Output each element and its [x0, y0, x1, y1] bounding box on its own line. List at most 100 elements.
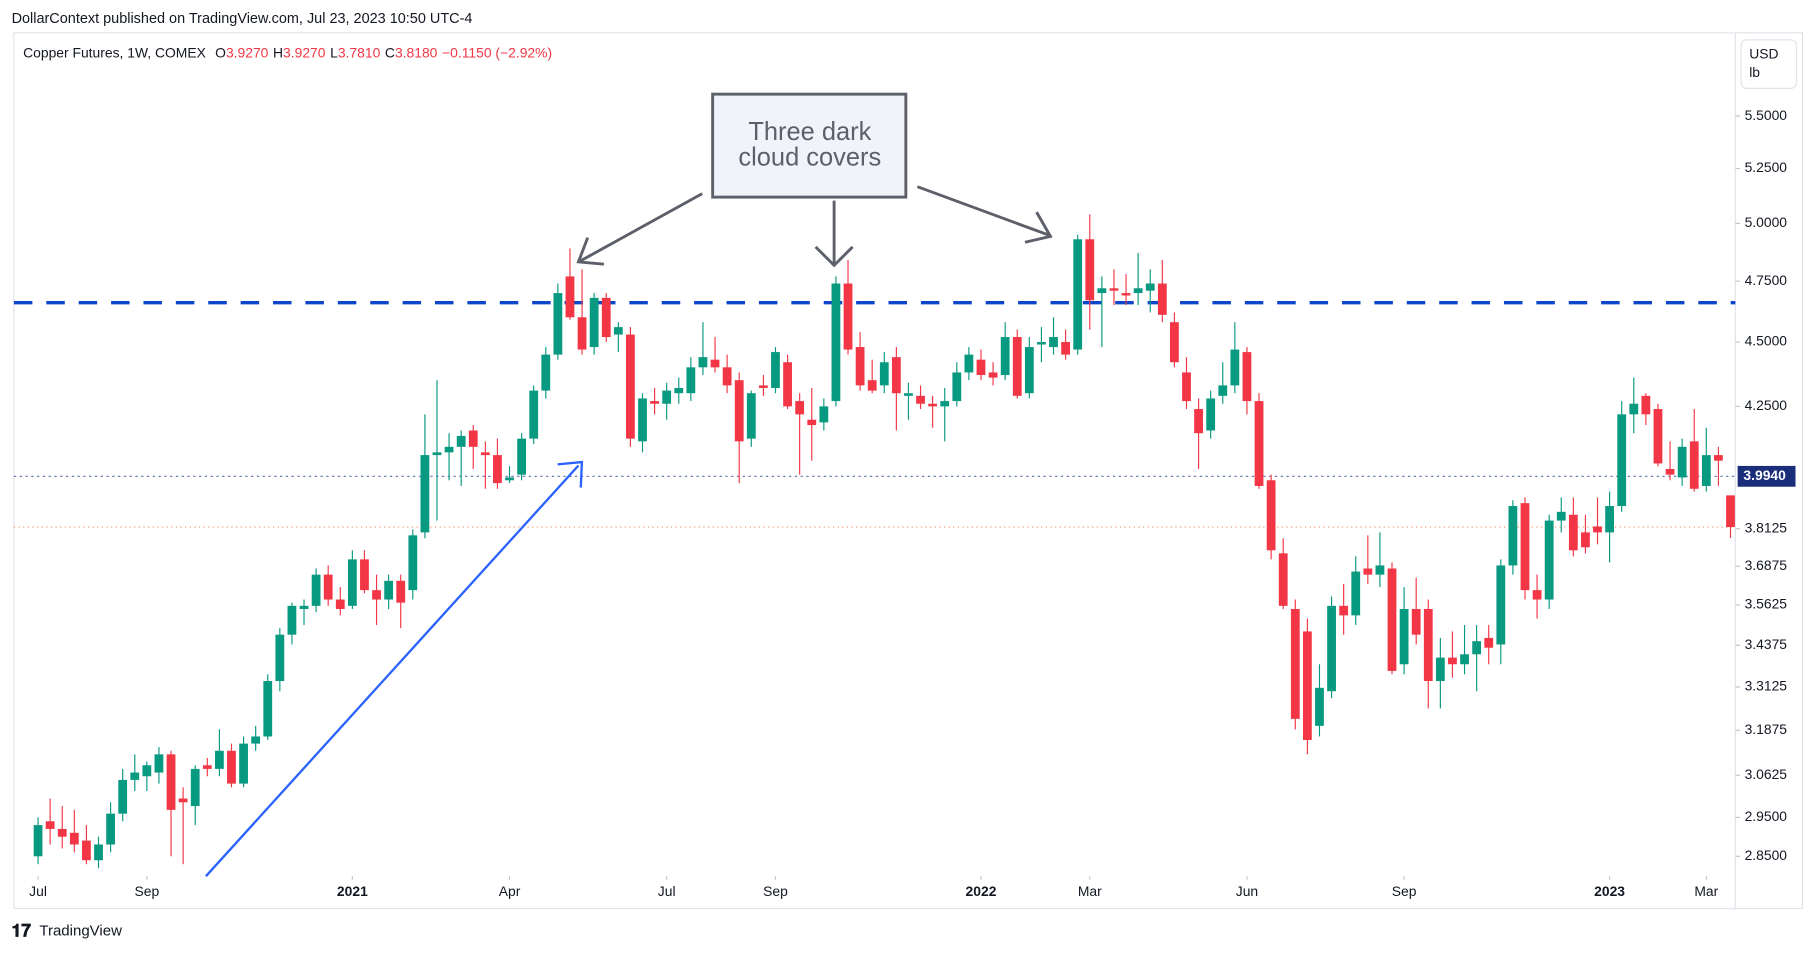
y-tick-label: 3.0625 — [1745, 766, 1788, 782]
candle-body — [1460, 654, 1469, 665]
candle-body — [855, 347, 865, 386]
price-tag-label: 3.9940 — [1743, 467, 1786, 483]
candle-body — [456, 435, 466, 447]
y-tick-label: 5.5000 — [1745, 107, 1788, 123]
candle-body — [1520, 503, 1530, 591]
symbol-legend: Copper Futures, 1W, COMEX O3.9270 H3.9270 L… — [23, 44, 552, 60]
candle-body — [1496, 565, 1506, 645]
x-tick-label: Mar — [1078, 883, 1102, 899]
candle-body — [45, 821, 55, 829]
candle-body — [33, 825, 43, 857]
candle-body — [831, 283, 841, 402]
candle-body — [1073, 239, 1083, 350]
candle-body — [1605, 506, 1615, 533]
x-tick-label: Jul — [658, 883, 676, 899]
candle-body — [493, 455, 502, 484]
candle-body — [1701, 455, 1711, 486]
candle-body — [130, 772, 140, 780]
candle-body — [1327, 605, 1336, 692]
candle-body — [1508, 506, 1518, 566]
x-tick-label: 2023 — [1594, 883, 1625, 899]
ohlc-value: 3.9270 — [283, 44, 326, 60]
candle-body — [1339, 605, 1349, 616]
candle-body — [1532, 590, 1542, 600]
candle-body — [227, 750, 236, 784]
candle-body — [1278, 553, 1288, 606]
candle-body — [1423, 609, 1433, 682]
x-tick-label: Jul — [29, 883, 47, 899]
candle-body — [1290, 609, 1300, 719]
currency: USD — [1749, 45, 1778, 61]
x-tick-label: 2021 — [337, 883, 368, 899]
annotation-arrows — [576, 185, 1053, 268]
candle-body — [1387, 568, 1397, 671]
candle-body — [976, 359, 986, 376]
x-tick-label: Mar — [1694, 883, 1718, 899]
candle-body — [408, 535, 418, 591]
ohlc-value: 3.7810 — [338, 44, 381, 60]
candle-body — [1302, 631, 1312, 741]
candle-body — [190, 768, 200, 807]
candle-body — [541, 354, 551, 391]
candle-body — [686, 367, 696, 394]
x-tick-label: Apr — [499, 883, 521, 899]
candle-body — [311, 574, 321, 606]
candle-body — [1194, 409, 1203, 434]
candle-body — [1399, 609, 1409, 665]
candle-body — [819, 406, 829, 423]
annotation-text: Three dark — [748, 118, 871, 146]
candle-body — [734, 380, 744, 442]
candle-body — [783, 362, 792, 407]
candle-body — [1012, 337, 1022, 396]
annotation-text: cloud covers — [738, 144, 881, 172]
candle-body — [1714, 455, 1723, 461]
trend-arrow — [205, 464, 580, 877]
candle-body — [928, 403, 938, 407]
candle-body — [275, 634, 285, 682]
candle-body — [263, 681, 273, 737]
candle-body — [106, 813, 115, 845]
candle-body — [1315, 687, 1324, 726]
candle-body — [335, 599, 345, 610]
x-tick-label: Sep — [763, 883, 788, 899]
candle-body — [57, 828, 67, 837]
ohlc-key: O — [215, 44, 226, 60]
candle-body — [1653, 409, 1663, 464]
currency-box[interactable] — [1740, 39, 1798, 89]
candle-body — [1411, 609, 1421, 635]
tv-logo: 𝟏𝟕 — [12, 920, 32, 940]
trend-arrow-head — [557, 460, 584, 488]
footer: TradingView — [39, 923, 122, 940]
candle-body — [988, 372, 998, 378]
candle-body — [795, 401, 805, 415]
candle-body — [650, 401, 659, 404]
candle-body — [771, 352, 780, 388]
candle-body — [940, 401, 950, 407]
candle-body — [1435, 657, 1445, 682]
candle-body — [758, 385, 768, 388]
candle-body — [347, 559, 357, 606]
symbol-name: Copper Futures, 1W, COMEX — [23, 44, 206, 60]
plot: 2.8500 2.9500 3.0625 3.1875 3.3125 3.4375 3.56… — [13, 107, 1796, 899]
ohlc-value: 3.8180 — [395, 44, 438, 60]
candle-body — [1024, 347, 1034, 394]
candle-body — [1242, 352, 1252, 402]
candle-body — [891, 357, 901, 394]
candle-body — [239, 743, 248, 784]
candle-body — [601, 297, 611, 338]
candle-body — [1170, 322, 1179, 363]
chart-frame — [13, 32, 1804, 910]
candle-body — [1581, 532, 1590, 548]
candle-body — [505, 477, 514, 481]
candle-body — [807, 419, 817, 426]
candle-body — [626, 334, 635, 439]
change-value: −0.1150 (−2.92%) — [442, 44, 552, 60]
candle-body — [746, 393, 756, 439]
candle-body — [662, 390, 672, 404]
price-tag — [1737, 465, 1796, 487]
candle-body — [468, 430, 478, 447]
candle-body — [1157, 283, 1167, 315]
candle-body — [1266, 480, 1276, 551]
candle-body — [154, 754, 164, 773]
